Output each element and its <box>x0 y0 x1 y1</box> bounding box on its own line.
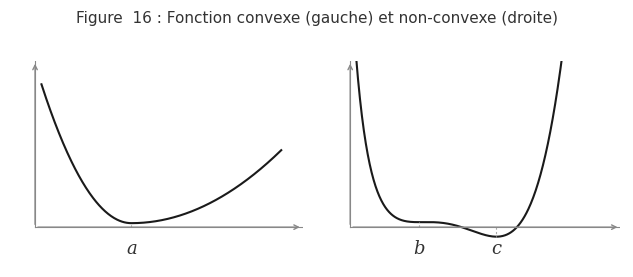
Text: c: c <box>491 240 501 258</box>
Text: a: a <box>126 240 137 258</box>
Text: Figure  16 : Fonction convexe (gauche) et non-convexe (droite): Figure 16 : Fonction convexe (gauche) et… <box>75 11 558 26</box>
Text: b: b <box>413 240 425 258</box>
